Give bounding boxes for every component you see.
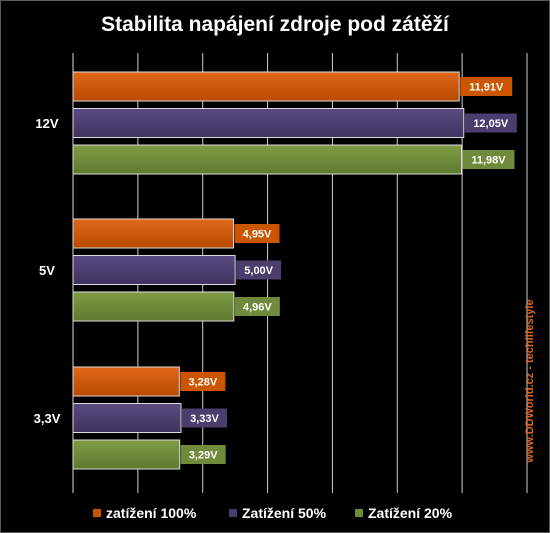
data-label: 4,95V [243,229,272,241]
category-label: 5V [39,263,55,278]
data-label: 3,28V [188,377,217,389]
bar [72,403,182,433]
legend-label: zatížení 100% [106,505,197,521]
legend-swatch [229,509,237,517]
category-labels: 12V 5V 3,3V [34,116,61,426]
data-label: 5,00V [244,265,273,277]
bar [72,144,462,175]
data-label-box [234,224,280,243]
data-label: 11,98V [471,155,506,167]
bar [72,291,235,322]
data-label: 11,91V [469,82,504,94]
data-label-box [234,297,280,316]
bar [72,71,460,102]
data-label-box [462,150,515,169]
bar [72,218,235,249]
bar [72,366,180,397]
legend: zatížení 100% Zatížení 50% Zatížení 20% [93,505,453,521]
category-label: 3,3V [34,411,61,426]
watermark: www.DDWorld.cz - techlifestyle [524,299,536,463]
bar [72,108,465,138]
legend-label: Zatížení 20% [368,505,453,521]
data-label: 12,05V [473,118,509,130]
data-label: 3,29V [189,450,218,462]
legend-swatch [355,509,363,517]
category-label: 12V [35,116,58,131]
data-label-box [180,372,226,391]
data-label: 3,33V [190,413,219,425]
bar [72,439,181,470]
data-label: 4,96V [243,302,272,314]
data-label-box [236,260,282,280]
chart-title: Stabilita napájení zdroje pod zátěží [101,13,450,36]
data-label-box [181,408,227,428]
bars-group: 11,91V 12,05V 11,98V 4,95V 5,00V 4,96V 3,28V 3,… [72,71,517,470]
data-label-box [464,113,517,133]
bar [72,255,236,285]
legend-swatch [93,509,101,517]
data-label-box [460,77,513,96]
legend-label: Zatížení 50% [242,505,327,521]
data-label-box [180,445,226,464]
